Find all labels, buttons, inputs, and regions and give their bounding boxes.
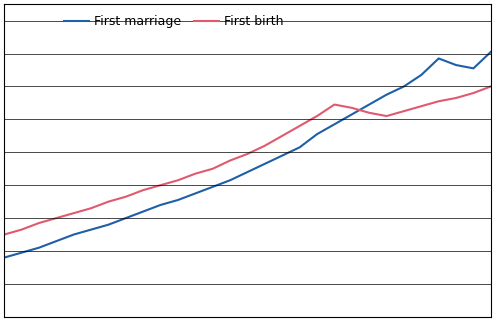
First birth [157,183,163,187]
First marriage [401,84,407,88]
First marriage [227,178,233,182]
First marriage [418,73,424,77]
First birth [140,188,146,192]
First marriage [210,185,216,189]
First birth [332,103,338,107]
First birth [470,91,476,95]
First birth [401,109,407,113]
First marriage [88,228,94,231]
First marriage [175,198,181,202]
First marriage [470,66,476,70]
First marriage [157,203,163,207]
First marriage [314,132,320,136]
First marriage [262,162,268,166]
Line: First birth: First birth [4,86,491,235]
First birth [297,124,302,128]
First birth [1,233,7,237]
First birth [453,96,459,100]
First marriage [279,154,285,158]
First birth [262,144,268,148]
First birth [418,104,424,108]
First marriage [71,233,77,237]
First birth [436,99,442,103]
First birth [88,206,94,210]
First birth [279,134,285,138]
First marriage [366,103,372,107]
First birth [314,114,320,118]
First marriage [36,246,42,250]
First birth [245,152,250,156]
First marriage [19,251,25,255]
First birth [349,106,355,110]
First birth [384,114,390,118]
First marriage [384,93,390,97]
First birth [366,111,372,115]
First birth [227,159,233,162]
First marriage [245,170,250,174]
First birth [123,195,129,199]
First marriage [297,145,302,149]
First birth [105,200,111,204]
First marriage [105,223,111,227]
First marriage [349,112,355,116]
First birth [36,221,42,225]
First marriage [123,216,129,220]
First birth [71,211,77,215]
First birth [193,172,198,176]
First marriage [53,239,59,243]
First birth [19,228,25,231]
First marriage [140,210,146,213]
Legend: First marriage, First birth: First marriage, First birth [59,10,288,33]
First marriage [1,256,7,259]
First marriage [193,192,198,195]
First birth [488,84,494,88]
First birth [53,216,59,220]
First marriage [453,63,459,67]
First birth [210,167,216,171]
First marriage [332,122,338,126]
First marriage [488,50,494,54]
First marriage [436,56,442,60]
Line: First marriage: First marriage [4,52,491,257]
First birth [175,178,181,182]
